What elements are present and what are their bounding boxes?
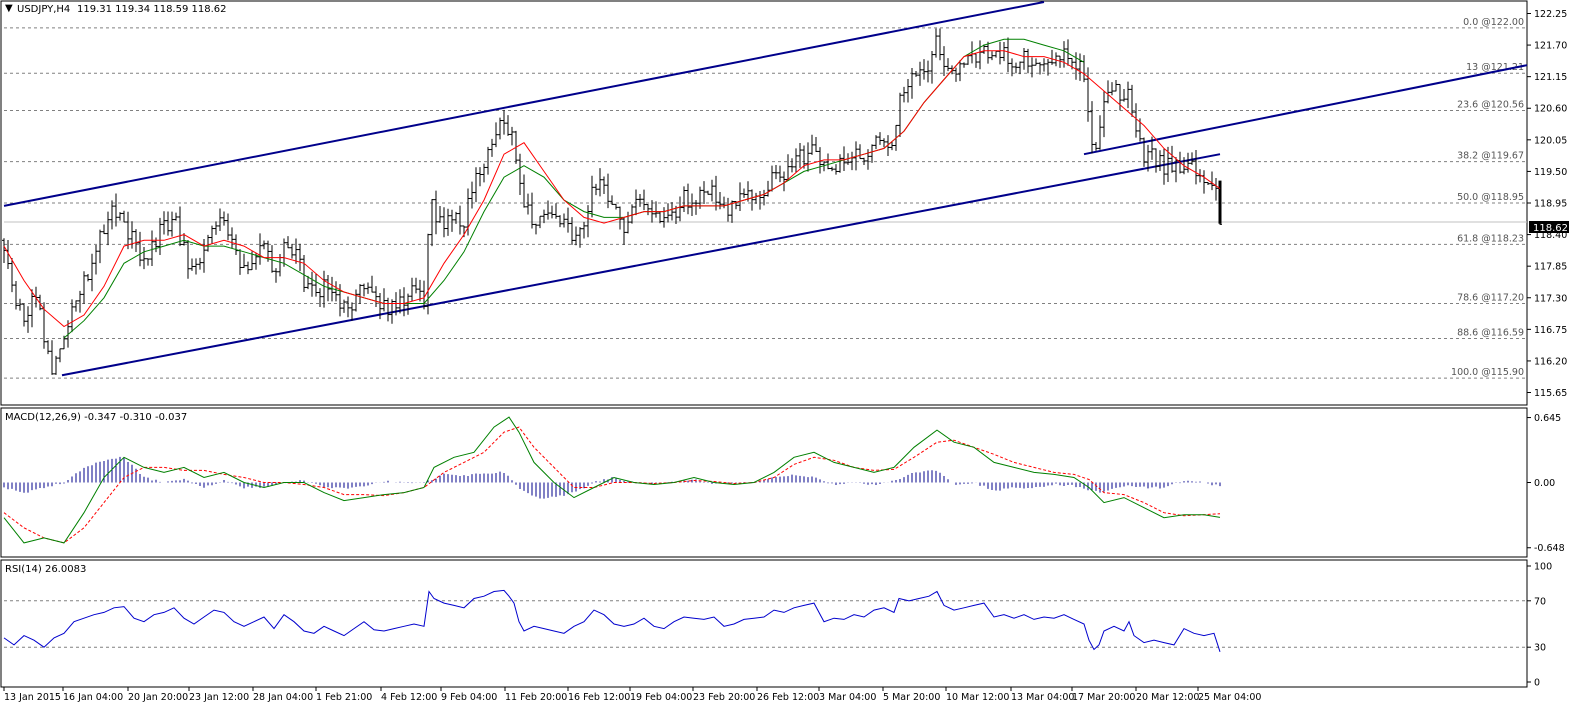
time-axis-label: 16 Feb 12:00 [568,692,630,703]
fib-level-label: 100.0 @115.90 [1451,367,1524,378]
price-axis-label: 121.15 [1534,72,1567,83]
fib-level-label: 13 @121.21 [1466,62,1524,73]
macd-axis-label: -0.648 [1534,543,1565,554]
price-axis-label: 116.75 [1534,325,1567,336]
macd-axis-label: 0.00 [1534,478,1555,489]
price-axis-label: 117.30 [1534,293,1567,304]
time-axis-label: 3 Mar 04:00 [819,692,876,703]
time-axis-label: 11 Feb 20:00 [505,692,567,703]
price-axis-label: 121.70 [1534,41,1567,52]
price-axis: 122.25 121.70 121.15 120.60 120.05 119.50 118.… [1527,9,1567,399]
symbol-label: USDJPY,H4 [17,4,70,15]
price-axis-label: 119.50 [1534,167,1567,178]
time-axis-label: 26 Feb 12:00 [757,692,819,703]
time-axis-label: 25 Mar 04:00 [1198,692,1261,703]
header-triangle-icon: ▼ [5,3,13,14]
time-axis-label: 20 Mar 12:00 [1136,692,1199,703]
macd-axis-label: 0.645 [1534,413,1561,424]
rsi-panel-frame [0,559,1528,688]
price-axis-label: 120.60 [1534,104,1567,115]
macd-label: MACD(12,26,9) -0.347 -0.310 -0.037 [5,412,187,423]
fib-level-label: 78.6 @117.20 [1457,293,1524,304]
price-axis-label: 118.40 [1534,230,1567,241]
macd-main-line [3,416,1221,544]
time-axis-label: 23 Feb 20:00 [693,692,755,703]
fib-level-label: 23.6 @120.56 [1457,100,1524,111]
time-axis-label: 4 Feb 12:00 [381,692,437,703]
channel-line [3,1,1045,207]
fib-level-label: 38.2 @119.67 [1457,151,1524,162]
rsi-axis-label: 30 [1534,643,1546,654]
ma-slow-line [63,38,1085,339]
price-axis-label: 115.65 [1534,388,1567,399]
current-price-label: 118.62 [1533,223,1568,234]
rsi-panel: 100 70 30 0 [3,562,1552,689]
price-axis-label: 117.85 [1534,262,1567,273]
channel-lines [3,1,1528,377]
time-axis-label: 17 Mar 20:00 [1072,692,1135,703]
time-axis-label: 1 Feb 21:00 [316,692,372,703]
time-axis-label: 9 Feb 04:00 [441,692,497,703]
rsi-axis-label: 70 [1534,596,1546,607]
time-axis-label: 23 Jan 12:00 [189,692,249,703]
price-axis-label: 120.05 [1534,135,1567,146]
fib-level-label: 0.0 @122.00 [1463,17,1524,28]
price-fib-grid: 0.0 @122.00 13 @121.21 23.6 @120.56 38.2 @1… [4,17,1527,379]
price-axis-label: 116.20 [1534,356,1567,367]
channel-line [1083,64,1528,156]
rsi-line [3,589,1221,652]
rsi-axis-label: 0 [1534,678,1540,689]
ma-fast-line [3,50,1221,328]
time-axis-label: 10 Mar 12:00 [946,692,1009,703]
macd-signal-line [3,426,1221,544]
rsi-label: RSI(14) 26.0083 [5,564,86,575]
channel-line [61,153,1221,377]
fib-level-label: 88.6 @116.59 [1457,328,1524,339]
price-bars [2,28,1222,375]
ohlc-values: 119.31 119.34 118.59 118.62 [77,4,227,15]
time-axis-label: 28 Jan 04:00 [253,692,313,703]
time-axis-label: 20 Jan 20:00 [128,692,188,703]
time-axis-label: 19 Feb 04:00 [630,692,692,703]
moving-averages [3,38,1221,339]
fib-level-label: 61.8 @118.23 [1457,233,1524,244]
time-axis-label: 5 Mar 20:00 [883,692,940,703]
fib-level-label: 50.0 @118.95 [1457,192,1524,203]
time-axis-label: 13 Jan 2015 [4,692,61,703]
rsi-axis-label: 100 [1534,562,1552,573]
current-price-tag [1529,221,1569,233]
macd-panel: 0.645 0.00 -0.648 [3,413,1565,554]
time-axis-label: 16 Jan 04:00 [63,692,123,703]
time-axis: 13 Jan 2015 16 Jan 04:00 20 Jan 20:00 23 Ja… [3,687,1261,703]
price-axis-label: 122.25 [1534,9,1567,20]
price-axis-label: 118.95 [1534,199,1567,210]
time-axis-label: 13 Mar 04:00 [1011,692,1074,703]
